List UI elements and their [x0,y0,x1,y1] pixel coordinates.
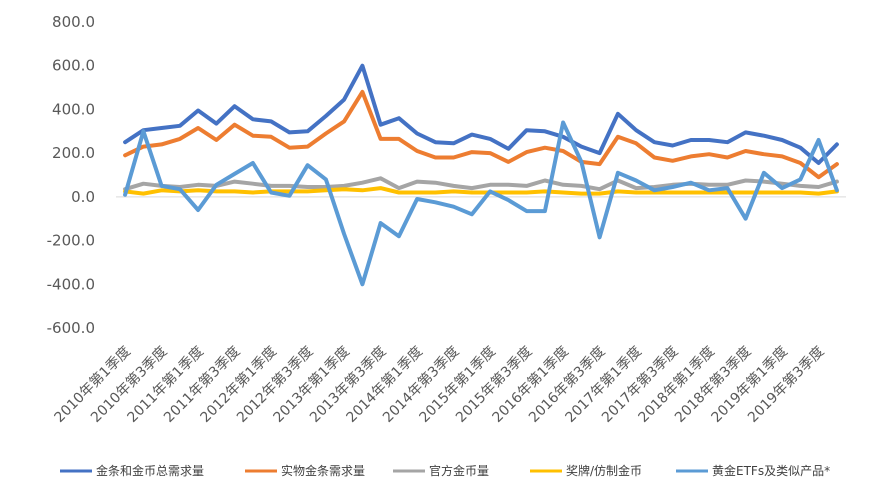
y-tick-label: -200.0 [47,232,95,250]
y-axis: 800.0 600.0 400.0 200.0 0.0 -200.0 -400.0 -600.… [47,13,95,337]
legend-label: 实物金条需求量 [281,463,365,478]
legend-label: 官方金币量 [429,463,489,478]
y-tick-label: 800.0 [52,13,95,31]
series-line-2 [123,89,839,180]
series-line-5 [123,120,839,287]
y-tick-label: -600.0 [47,319,95,337]
series-line-3 [123,176,839,192]
y-tick-label: 0.0 [71,188,95,206]
series-lines [123,63,839,287]
series-line-4 [123,186,839,196]
series-line-1 [123,63,839,165]
y-tick-label: 600.0 [52,57,95,75]
y-tick-label: -400.0 [47,275,95,293]
x-axis: 2010年第1季度2010年第3季度2011年第1季度2011年第3季度2012… [51,343,828,426]
legend-label: 奖牌/仿制金币 [566,463,642,478]
y-tick-label: 200.0 [52,144,95,162]
legend-label: 黄金ETFs及类似产品* [712,463,830,478]
legend-label: 金条和金币总需求量 [96,463,204,478]
legend: 金条和金币总需求量 实物金条需求量 官方金币量 奖牌/仿制金币 黄金ETFs及类似产品* [60,463,830,478]
y-tick-label: 400.0 [52,100,95,118]
